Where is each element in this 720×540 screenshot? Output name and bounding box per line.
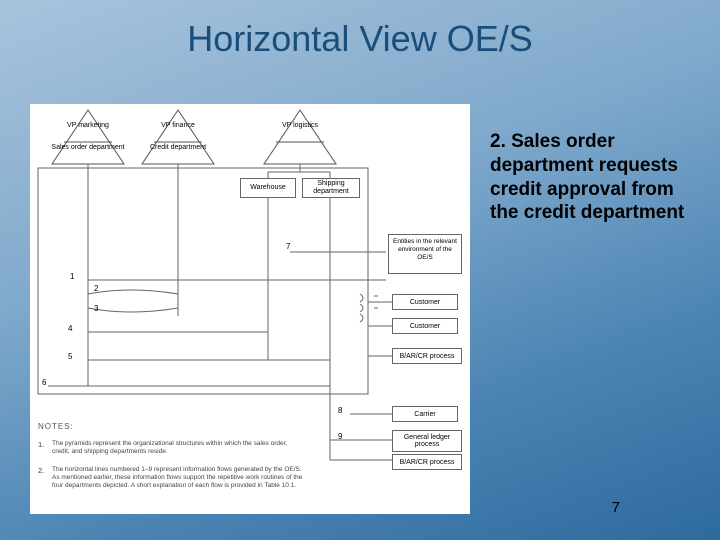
pyramid-bottom-label: Credit department [138,144,218,152]
slide-caption: 2. Sales order department requests credi… [490,130,690,225]
entities-header: Entities in the relevant environment of … [388,234,462,274]
slide: Horizontal View OE/S 2. Sales order depa… [0,0,720,540]
flow-number: 7 [286,242,290,251]
note-text: The horizontal lines numbered 1–9 repres… [52,466,310,490]
entity-barcr-2: B/AR/CR process [392,454,462,470]
entity-carrier: Carrier [392,406,458,422]
slide-title: Horizontal View OE/S [0,18,720,60]
entity-gl-process: General ledger process [392,430,462,452]
pyramid-top-label: VP finance [138,122,218,130]
diagram-canvas: VP marketing Sales order department VP f… [30,104,470,514]
flow-number: 5 [68,352,72,361]
box-warehouse: Warehouse [240,178,296,198]
flow-number: 8 [338,406,342,415]
box-shipping-dept: Shipping department [302,178,360,198]
flow-number: 9 [338,432,342,441]
entity-customer-1: Customer [392,294,458,310]
page-number: 7 [612,499,620,516]
flow-number: 6 [42,378,46,387]
note-number: 2. [38,466,44,475]
note-text: The pyramids represent the organizationa… [52,440,302,456]
pyramid-top-label: VP logistics [260,122,340,130]
note-number: 1. [38,440,44,449]
entity-customer-2: Customer [392,318,458,334]
flow-number: 3 [94,304,98,313]
flow-number: 4 [68,324,72,333]
entity-barcr-1: B/AR/CR process [392,348,462,364]
pyramid-bottom-label: Sales order department [48,144,128,152]
flow-number: 1 [70,272,74,281]
notes-label: NOTES: [38,422,74,431]
flow-number: 2 [94,284,98,293]
pyramid-top-label: VP marketing [48,122,128,130]
